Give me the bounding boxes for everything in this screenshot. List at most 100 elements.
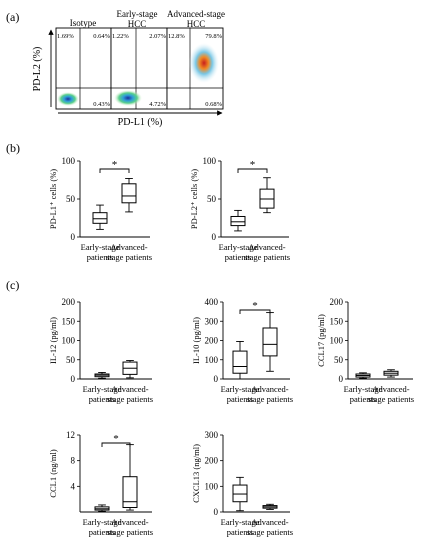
y-tick-label: 50 — [66, 194, 76, 204]
box-group — [262, 312, 278, 372]
iqr-box — [122, 476, 138, 509]
flow-title-advanced-line2: HCC — [187, 19, 206, 29]
box-group — [383, 369, 399, 378]
flow-plot-isotype: 1.69% 0.64% 0.43% — [55, 27, 112, 110]
x-category-label: stage patients — [106, 252, 152, 262]
box-group — [262, 503, 278, 510]
y-axis-label: CXCL13 (ng/ml) — [191, 444, 201, 503]
panel-c-label: (c) — [6, 278, 19, 292]
x-category-label: patients — [225, 252, 251, 262]
y-axis-label: PD-L2⁺ cells (%) — [189, 169, 199, 229]
y-tick-label: 100 — [62, 156, 76, 166]
boxplot-panel: 0 50 100 150 200 CCL17 (pg/ml) Early-stagepati… — [316, 297, 414, 404]
x-category-label: Advanced- — [110, 242, 147, 252]
quadrant-ul: 1.22% — [112, 33, 129, 40]
box-group — [355, 372, 371, 379]
significance-bracket — [99, 168, 130, 173]
x-category-label: Early-stage — [344, 384, 383, 394]
y-tick-label: 0 — [214, 374, 219, 384]
y-tick-label: 200 — [205, 336, 219, 346]
x-category-label: Advanced- — [111, 384, 148, 394]
significance-bracket — [101, 442, 131, 447]
boxplot-panel: 0 100 200 300 CXCL13 (ng/ml) Early-stagepatie… — [191, 430, 293, 537]
x-category-label: stage patients — [244, 252, 290, 262]
box-group — [121, 178, 137, 213]
iqr-box — [262, 327, 278, 357]
x-category-label: Early-stage — [83, 384, 122, 394]
x-category-label: stage patients — [368, 394, 414, 404]
flow-title-advanced-line1: Advanced-stage — [167, 9, 225, 19]
significance-star: * — [113, 433, 119, 445]
box-group — [122, 360, 138, 379]
x-category-label: patients — [227, 394, 253, 404]
y-tick-label: 0 — [339, 374, 344, 384]
x-category-label: patients — [227, 527, 253, 537]
y-tick-label: 100 — [203, 156, 217, 166]
quadrant-ul: 12.8% — [168, 33, 185, 40]
y-tick-label: 12 — [66, 430, 75, 440]
y-tick-label: 300 — [205, 430, 219, 440]
box-group — [259, 177, 275, 214]
box-group — [92, 204, 108, 230]
y-tick-label: 100 — [330, 336, 344, 346]
quadrant-ur: 79.8% — [205, 33, 222, 40]
y-axis-label: CCL17 (pg/ml) — [316, 314, 326, 367]
box-group — [232, 341, 248, 380]
y-tick-label: 0 — [71, 374, 76, 384]
iqr-box — [232, 484, 248, 503]
flow-plot-early-hcc: 1.22% 2.07% 4.72% — [110, 27, 168, 110]
boxplot-panel: 0 50 100 PD-L2⁺ cells (%) Early-stagepatient… — [189, 156, 290, 262]
x-category-label: stage patients — [247, 394, 293, 404]
quadrant-ur: 0.64% — [93, 33, 110, 40]
y-axis-label: IL-10 (pg/ml) — [191, 317, 201, 364]
y-tick-label: 150 — [330, 316, 344, 326]
flow-population — [57, 92, 79, 106]
quadrant-lr: 0.43% — [93, 101, 110, 108]
y-tick-label: 0 — [71, 232, 76, 242]
quadrant-ul: 1.69% — [57, 33, 74, 40]
x-category-label: Advanced- — [111, 517, 148, 527]
panel-a: Isotype Early-stage HCC Advanced-stage H… — [32, 9, 225, 128]
box-group — [232, 476, 248, 512]
y-tick-label: 200 — [205, 456, 219, 466]
x-category-label: stage patients — [107, 394, 153, 404]
box-group — [94, 504, 110, 512]
y-tick-label: 50 — [334, 355, 344, 365]
y-tick-label: 50 — [66, 355, 76, 365]
y-tick-label: 400 — [205, 297, 219, 307]
y-axis-label: PD-L1⁺ cells (%) — [48, 169, 58, 229]
panel-a-label: (a) — [6, 10, 19, 24]
x-category-label: Early-stage — [83, 517, 122, 527]
box-group — [230, 209, 246, 232]
x-category-label: patients — [87, 252, 113, 262]
y-tick-label: 150 — [62, 316, 76, 326]
y-axis-label: CCL1 (ng/ml) — [48, 449, 58, 498]
x-category-label: Advanced- — [251, 384, 288, 394]
iqr-box — [92, 212, 108, 224]
y-tick-label: 100 — [205, 481, 219, 491]
y-tick-label: 200 — [330, 297, 344, 307]
y-tick-label: 100 — [205, 355, 219, 365]
flow-title-early-line2: HCC — [128, 19, 147, 29]
y-tick-label: 4 — [71, 481, 76, 491]
x-category-label: patients — [350, 394, 376, 404]
significance-bracket — [237, 168, 268, 173]
x-category-label: stage patients — [247, 527, 293, 537]
x-category-label: patients — [89, 527, 115, 537]
flow-population — [189, 43, 219, 83]
x-category-label: Early-stage — [219, 242, 258, 252]
boxplot-panel: 0 50 100 150 200 IL-12 (pg/ml) Early-stagepati… — [48, 297, 153, 404]
y-tick-label: 50 — [207, 194, 217, 204]
quadrant-lr: 4.72% — [149, 101, 166, 108]
x-category-label: Advanced- — [248, 242, 285, 252]
flow-title-early-line1: Early-stage — [117, 9, 158, 19]
y-tick-label: 100 — [62, 336, 76, 346]
significance-star: * — [250, 159, 256, 171]
x-category-label: Early-stage — [221, 517, 260, 527]
y-tick-label: 0 — [212, 232, 217, 242]
pd-l2-axis-label: PD-L2 (%) — [32, 47, 43, 92]
flow-population — [114, 90, 142, 106]
